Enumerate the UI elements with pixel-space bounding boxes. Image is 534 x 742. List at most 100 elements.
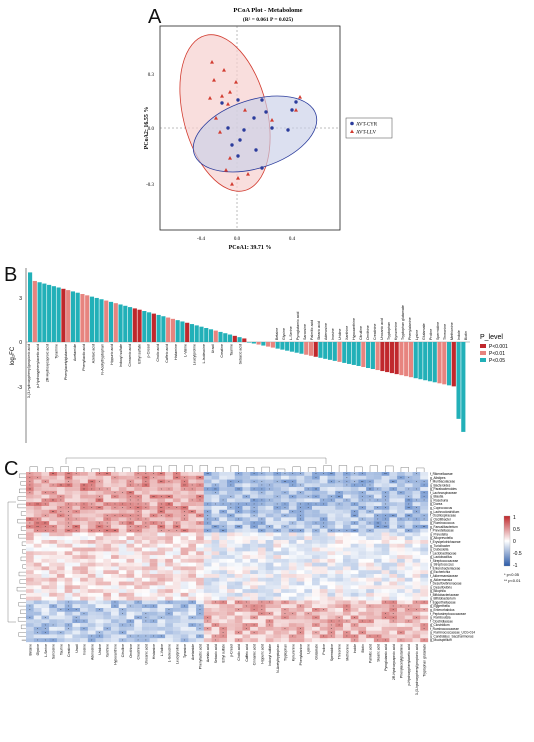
significance-mark: * xyxy=(292,510,294,514)
heatmap-cell xyxy=(381,604,390,609)
heatmap-col-label: 2R-Hydroxycaproic acid xyxy=(392,644,396,680)
significance-mark: * xyxy=(145,518,147,522)
heatmap-cell xyxy=(157,555,166,560)
heatmap-row-label: g_Oscillibacter xyxy=(430,517,452,521)
significance-mark: * xyxy=(122,608,124,612)
heatmap-cell xyxy=(172,513,181,518)
bar-label: Phenylalanine xyxy=(408,317,412,340)
heatmap-cell xyxy=(188,498,197,503)
heatmap-cell xyxy=(265,506,274,510)
pcoa-point-llv xyxy=(214,116,218,120)
heatmap-cell xyxy=(227,626,235,631)
heatmap-cell xyxy=(219,524,228,529)
heatmap-cell xyxy=(412,506,421,510)
heatmap-cell xyxy=(389,611,398,616)
heatmap-cell xyxy=(296,543,305,548)
heatmap-cell xyxy=(342,498,351,503)
significance-mark: * xyxy=(246,502,248,506)
heatmap-cell xyxy=(319,558,328,563)
heatmap-cell xyxy=(288,551,297,556)
heatmap-cell xyxy=(265,490,274,495)
heatmap-cell xyxy=(312,566,320,571)
heatmap-cell xyxy=(103,532,112,537)
heatmap-cell xyxy=(350,494,359,499)
heatmap-cell xyxy=(389,536,398,541)
heatmap-cell xyxy=(250,608,259,612)
heatmap-cell xyxy=(149,532,158,537)
heatmap-cell xyxy=(203,490,212,495)
significance-mark: * xyxy=(138,484,140,488)
heatmap-cell xyxy=(358,638,367,643)
heatmap-cell xyxy=(188,615,197,620)
heatmap-cell xyxy=(281,577,289,582)
heatmap-cell xyxy=(366,517,375,522)
heatmap-cell xyxy=(397,532,405,537)
heatmap-cell xyxy=(389,479,398,484)
significance-mark: * xyxy=(68,514,70,518)
significance-mark: * xyxy=(284,502,286,506)
heatmap-cell xyxy=(265,517,274,522)
heatmap-cell xyxy=(227,524,235,529)
heatmap-cell xyxy=(265,521,274,526)
heatmap-cell xyxy=(56,487,65,492)
heatmap-cell xyxy=(397,479,405,484)
heatmap-cell xyxy=(350,547,359,552)
pcoa-ytick: -0.3 xyxy=(146,183,154,188)
dendrogram-branch xyxy=(17,503,26,509)
heatmap-cell xyxy=(373,555,382,560)
significance-mark: * xyxy=(114,601,116,605)
heatmap-cell xyxy=(41,532,50,537)
log2fc-bar xyxy=(56,287,61,342)
significance-mark: * xyxy=(45,529,47,533)
heatmap-col-label: Phenylacetylglutamine xyxy=(399,644,403,678)
significance-mark: ** xyxy=(361,480,364,484)
significance-mark: * xyxy=(60,514,62,518)
heatmap-cell xyxy=(288,581,297,586)
heatmap-cell xyxy=(358,532,367,537)
pcoa-point-cyr xyxy=(254,148,258,152)
dendrogram-branch xyxy=(246,467,255,472)
heatmap-cell xyxy=(412,626,421,631)
heatmap-cell xyxy=(420,611,429,616)
heatmap-cell xyxy=(149,608,158,612)
heatmap-cell xyxy=(265,577,274,582)
heatmap-cell xyxy=(118,585,127,590)
heatmap-cell xyxy=(72,592,81,597)
heatmap-cell xyxy=(304,483,313,488)
heatmap-cell xyxy=(389,574,398,578)
bar-label: N-Acetyltryptophan xyxy=(101,344,105,375)
column-dendrogram xyxy=(29,457,425,472)
heatmap-cell xyxy=(196,483,204,488)
heatmap-row-label: f_Prevotellaceae xyxy=(430,529,454,533)
significance-mark: ** xyxy=(237,525,240,529)
heatmap-cell xyxy=(420,589,429,594)
heatmap-cell xyxy=(118,566,127,571)
heatmap-cell xyxy=(373,487,382,492)
heatmap-cell xyxy=(381,577,390,582)
heatmap-cell xyxy=(319,630,328,635)
heatmap-cell xyxy=(250,483,259,488)
heatmap-cell xyxy=(172,634,181,639)
heatmap-cell xyxy=(180,517,189,522)
heatmap-cell xyxy=(404,475,413,480)
significance-mark: ** xyxy=(98,499,101,503)
heatmap-cell xyxy=(257,472,266,476)
dendrogram-branch xyxy=(20,594,26,599)
heatmap-cell xyxy=(250,540,259,544)
heatmap-cell xyxy=(397,506,405,510)
heatmap-cell xyxy=(420,540,429,544)
heatmap-cell xyxy=(404,600,413,605)
heatmap-cell xyxy=(327,611,336,616)
heatmap-cell xyxy=(381,634,390,639)
heatmap-cell xyxy=(265,574,274,578)
heatmap-cell xyxy=(319,528,328,533)
heatmap-cell xyxy=(335,619,344,624)
heatmap-cell xyxy=(111,483,119,488)
significance-mark: ** xyxy=(191,510,194,514)
significance-mark: * xyxy=(400,491,402,495)
significance-mark: * xyxy=(277,480,279,484)
heatmap-cell xyxy=(281,494,289,499)
heatmap-cell xyxy=(389,630,398,635)
heatmap-row-label: g_Bifidobacterium xyxy=(430,597,456,601)
heatmap-cell xyxy=(397,638,405,643)
